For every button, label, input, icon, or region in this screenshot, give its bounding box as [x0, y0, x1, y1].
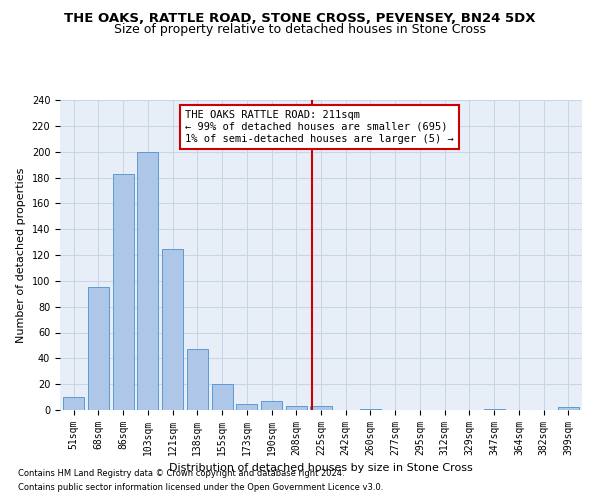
Text: Contains public sector information licensed under the Open Government Licence v3: Contains public sector information licen… — [18, 484, 383, 492]
Text: THE OAKS RATTLE ROAD: 211sqm
← 99% of detached houses are smaller (695)
1% of se: THE OAKS RATTLE ROAD: 211sqm ← 99% of de… — [185, 110, 454, 144]
Bar — [88, 288, 109, 410]
Bar — [558, 408, 579, 410]
Bar — [162, 248, 183, 410]
X-axis label: Distribution of detached houses by size in Stone Cross: Distribution of detached houses by size … — [169, 464, 473, 473]
Bar — [236, 404, 257, 410]
Bar — [360, 408, 381, 410]
Text: THE OAKS, RATTLE ROAD, STONE CROSS, PEVENSEY, BN24 5DX: THE OAKS, RATTLE ROAD, STONE CROSS, PEVE… — [64, 12, 536, 26]
Bar — [187, 350, 208, 410]
Bar — [261, 401, 282, 410]
Y-axis label: Number of detached properties: Number of detached properties — [16, 168, 26, 342]
Bar — [113, 174, 134, 410]
Text: Size of property relative to detached houses in Stone Cross: Size of property relative to detached ho… — [114, 22, 486, 36]
Bar — [484, 408, 505, 410]
Bar — [137, 152, 158, 410]
Text: Contains HM Land Registry data © Crown copyright and database right 2024.: Contains HM Land Registry data © Crown c… — [18, 468, 344, 477]
Bar — [286, 406, 307, 410]
Bar — [310, 406, 332, 410]
Bar — [63, 397, 84, 410]
Bar — [212, 384, 233, 410]
